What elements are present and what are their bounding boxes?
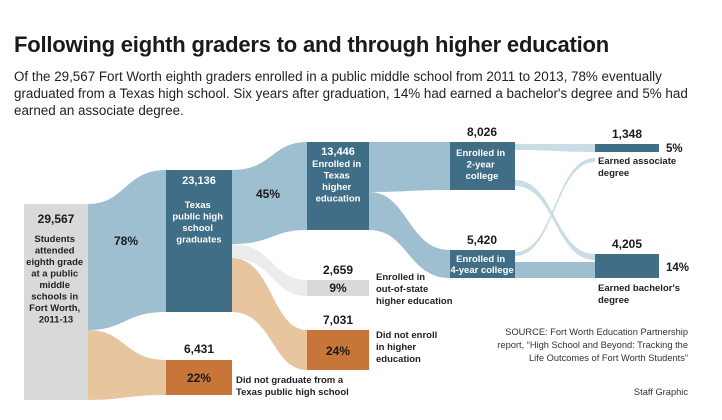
associate-text: Earned associate degree	[598, 156, 679, 179]
not-enroll-pct: 24%	[326, 344, 350, 358]
flow-start-to-notgrad	[88, 330, 166, 400]
flow-enrolled-to-2year	[369, 142, 450, 192]
associate-count: 1,348	[612, 127, 642, 141]
start-text: Students attended eighth grade at a publ…	[26, 234, 86, 326]
flow-enrolled-to-4year	[369, 192, 450, 278]
node-two-year	[450, 142, 515, 190]
flow-4year-to-bachelor	[515, 262, 595, 278]
out-of-state-text: Enrolled in out-of-state higher educatio…	[376, 272, 453, 307]
flow-2year-to-bachelor	[515, 180, 595, 260]
out-of-state-count: 2,659	[323, 263, 353, 277]
not-grad-count: 6,431	[184, 342, 214, 356]
hs-grad-text: Texas public high school graduates	[172, 200, 225, 246]
flow-hsgrad-to-outofstate	[232, 244, 307, 296]
two-year-count: 8,026	[467, 125, 497, 139]
node-not-grad	[166, 360, 232, 395]
node-start	[24, 204, 88, 400]
node-associate	[595, 144, 659, 152]
associate-pct: 5%	[666, 143, 683, 155]
flow-pct-hs-grad: 78%	[114, 234, 138, 248]
enrolled-count: 13,446	[321, 146, 355, 158]
not-enroll-text: Did not enroll in higher education	[376, 330, 440, 365]
staff-credit: Staff Graphic	[633, 387, 688, 397]
hs-grad-count: 23,136	[182, 175, 216, 187]
enrolled-text: Enrolled in Texas higher education	[312, 159, 364, 205]
source-note: SOURCE: Fort Worth Education Partnership…	[497, 327, 688, 363]
node-four-year	[450, 250, 515, 278]
not-grad-pct: 22%	[187, 371, 211, 385]
flow-4year-to-associate	[515, 158, 595, 256]
flow-2year-to-associate	[515, 144, 595, 152]
flow-hsgrad-to-notenroll	[232, 258, 307, 370]
node-bachelor	[595, 254, 659, 278]
not-grad-text: Did not graduate from a Texas public hig…	[236, 375, 349, 398]
flow-hsgrad-to-enrolled	[232, 142, 307, 244]
four-year-count: 5,420	[467, 233, 497, 247]
flow-start-to-hsgrad	[88, 170, 166, 330]
two-year-text: Enrolled in 2-year college	[456, 148, 508, 182]
bachelor-count: 4,205	[612, 237, 642, 251]
chart-subtitle: Of the 29,567 Fort Worth eighth graders …	[14, 69, 688, 118]
node-hs-grad	[166, 170, 232, 312]
out-of-state-pct: 9%	[329, 281, 347, 295]
not-enroll-count: 7,031	[323, 313, 353, 327]
flow-pct-enrolled: 45%	[256, 187, 280, 201]
four-year-text: Enrolled in 4-year college	[450, 254, 513, 276]
chart-title: Following eighth graders to and through …	[14, 32, 610, 57]
node-not-enroll	[307, 330, 369, 370]
bachelor-text: Earned bachelor's degree	[598, 283, 683, 306]
node-out-of-state	[307, 280, 369, 296]
node-enrolled-tx	[307, 142, 369, 230]
start-count: 29,567	[38, 212, 75, 226]
bachelor-pct: 14%	[666, 262, 689, 274]
